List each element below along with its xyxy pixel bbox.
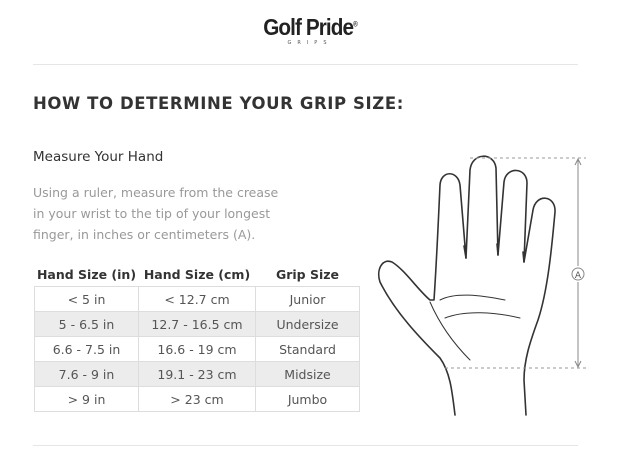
divider-top	[33, 64, 578, 65]
page-title: HOW TO DETERMINE YOUR GRIP SIZE:	[33, 94, 404, 113]
table-cell: 19.1 - 23 cm	[138, 361, 256, 387]
hand-icon	[377, 155, 556, 416]
table-row: < 5 in < 12.7 cm Junior	[34, 286, 360, 312]
table-cell: Midsize	[255, 361, 360, 387]
table-cell: > 23 cm	[138, 386, 256, 412]
header-hand-cm: Hand Size (cm)	[143, 266, 251, 282]
grip-size-table: Hand Size (in) Hand Size (cm) Grip Size …	[34, 262, 360, 412]
section-title: Measure Your Hand	[33, 149, 164, 165]
instructions: Using a ruler, measure from the crease i…	[33, 185, 279, 242]
table-cell: Standard	[255, 336, 360, 362]
table-cell: < 12.7 cm	[138, 286, 256, 312]
table-row: 6.6 - 7.5 in 16.6 - 19 cm Standard	[34, 336, 360, 362]
measure-label: A	[575, 271, 582, 281]
divider-bottom	[33, 445, 578, 446]
header-grip: Grip Size	[275, 266, 340, 282]
measure-arrow	[571, 157, 585, 369]
table-cell: 12.7 - 16.5 cm	[138, 311, 256, 337]
table-cell: Jumbo	[255, 386, 360, 412]
table-cell: Undersize	[255, 311, 360, 337]
golf-pride-logo: Golf Pride® GRIPS	[263, 14, 358, 46]
table-row: 5 - 6.5 in 12.7 - 16.5 cm Undersize	[34, 311, 360, 337]
table-cell: 16.6 - 19 cm	[138, 336, 256, 362]
table-row: > 9 in > 23 cm Jumbo	[34, 386, 360, 412]
header-hand-in: Hand Size (in)	[36, 266, 137, 282]
table-cell: > 9 in	[34, 386, 139, 412]
measure-guides	[445, 157, 586, 369]
